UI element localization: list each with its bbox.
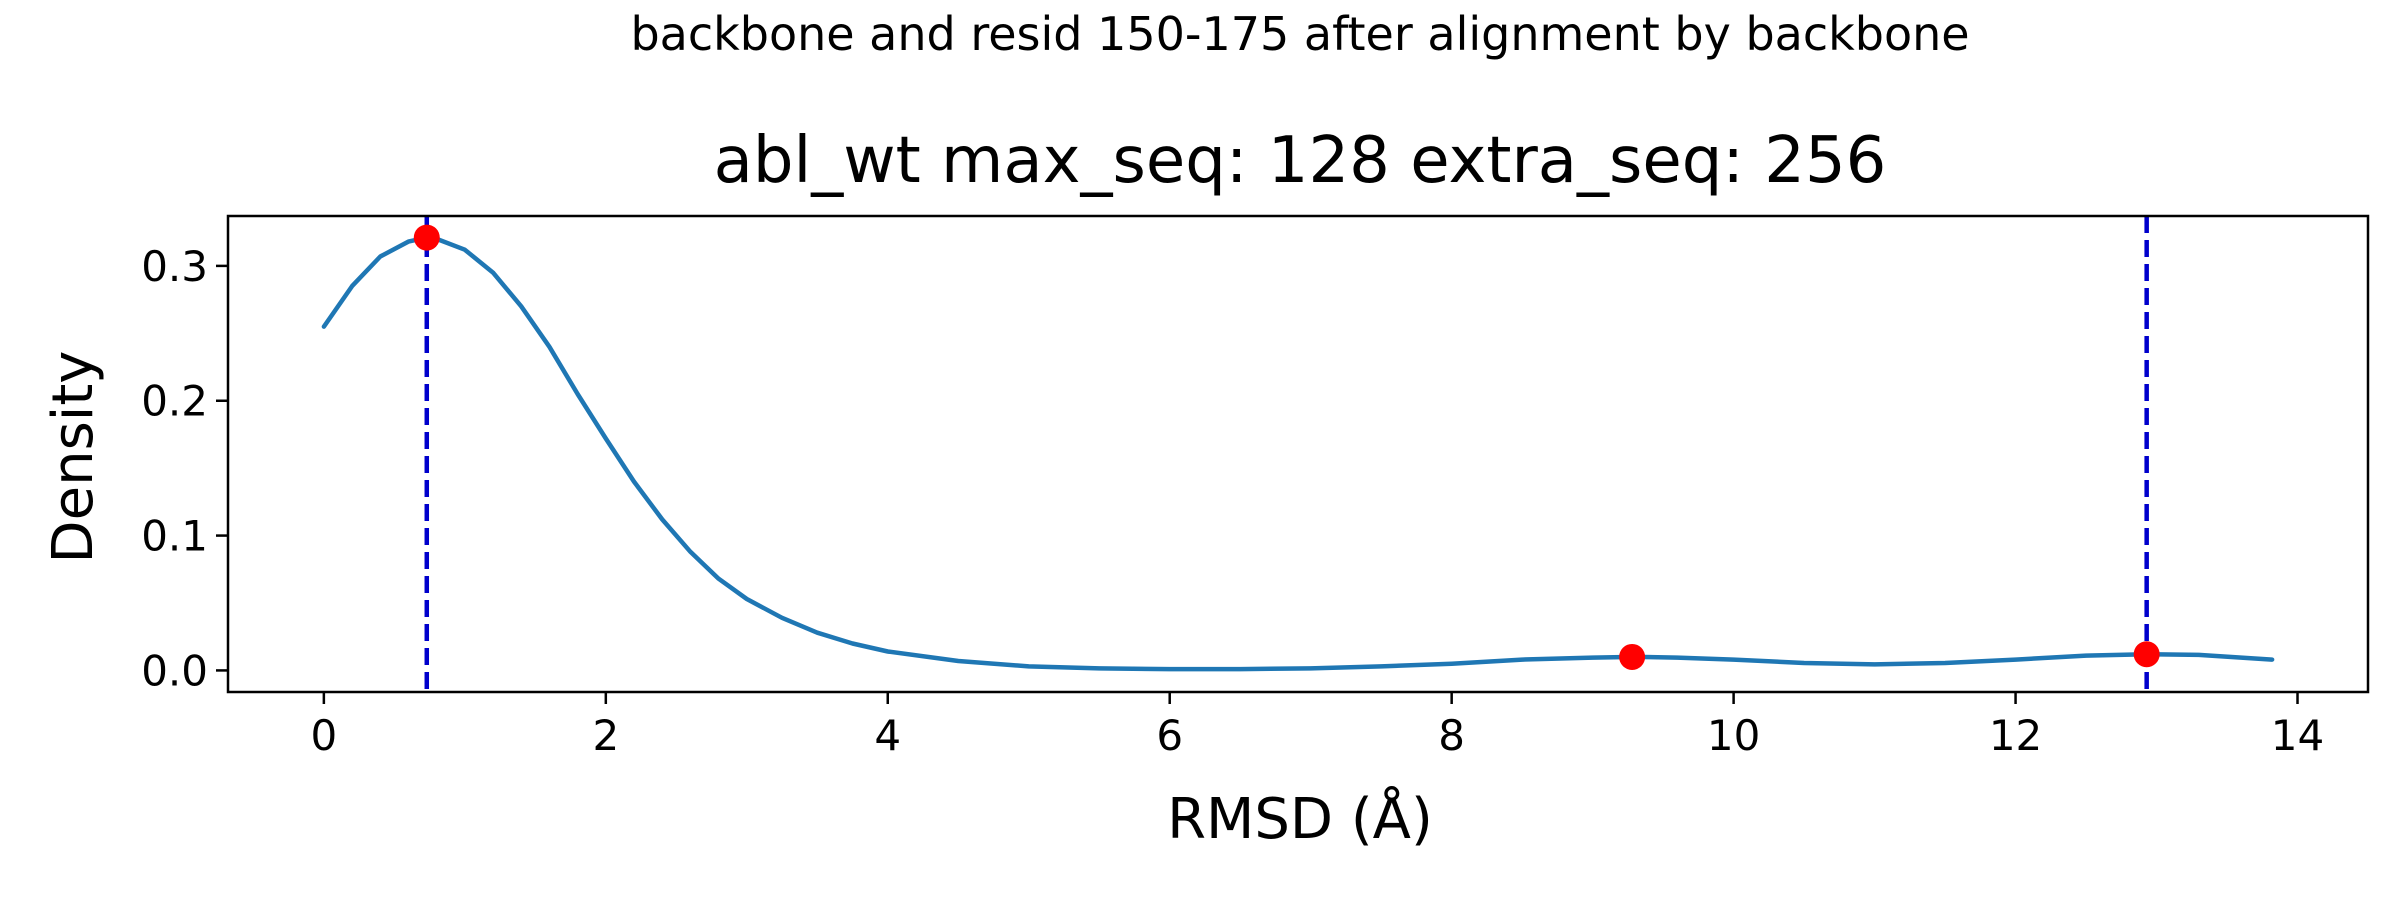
y-tick-label: 0.3 — [141, 242, 208, 291]
peak-layer — [413, 224, 2160, 670]
vline-layer — [424, 216, 2149, 692]
chart-title: abl_wt max_seq: 128 extra_seq: 256 — [714, 124, 1887, 198]
peak-marker-0 — [413, 224, 440, 251]
figure-suptitle: backbone and resid 150-175 after alignme… — [630, 7, 1969, 61]
plot-frame — [226, 214, 2370, 694]
x-tick-label: 4 — [874, 711, 901, 760]
x-tick-label: 14 — [2271, 711, 2324, 760]
peak-marker-1 — [1619, 643, 1646, 670]
x-tick-label: 12 — [1989, 711, 2042, 760]
y-tick-label: 0.0 — [141, 646, 208, 695]
x-axis-label: RMSD (Å) — [1167, 786, 1433, 852]
x-tick-label: 8 — [1438, 711, 1465, 760]
x-tick-label: 6 — [1156, 711, 1183, 760]
y-tick-label: 0.1 — [141, 512, 208, 561]
x-tick-label: 10 — [1707, 711, 1760, 760]
y-axis-label: Density — [41, 351, 106, 564]
series-layer — [321, 235, 2275, 672]
x-tick-label: 0 — [310, 711, 337, 760]
y-axis: 0.0 0.1 0.2 0.3 — [141, 242, 228, 695]
x-tick-label: 2 — [592, 711, 619, 760]
y-tick-label: 0.2 — [141, 377, 208, 426]
x-axis: 0 2 4 6 8 10 12 14 — [310, 692, 2324, 760]
plot-area — [226, 214, 2370, 694]
density-curve-0 — [321, 235, 2275, 672]
peak-marker-2 — [2133, 641, 2160, 668]
